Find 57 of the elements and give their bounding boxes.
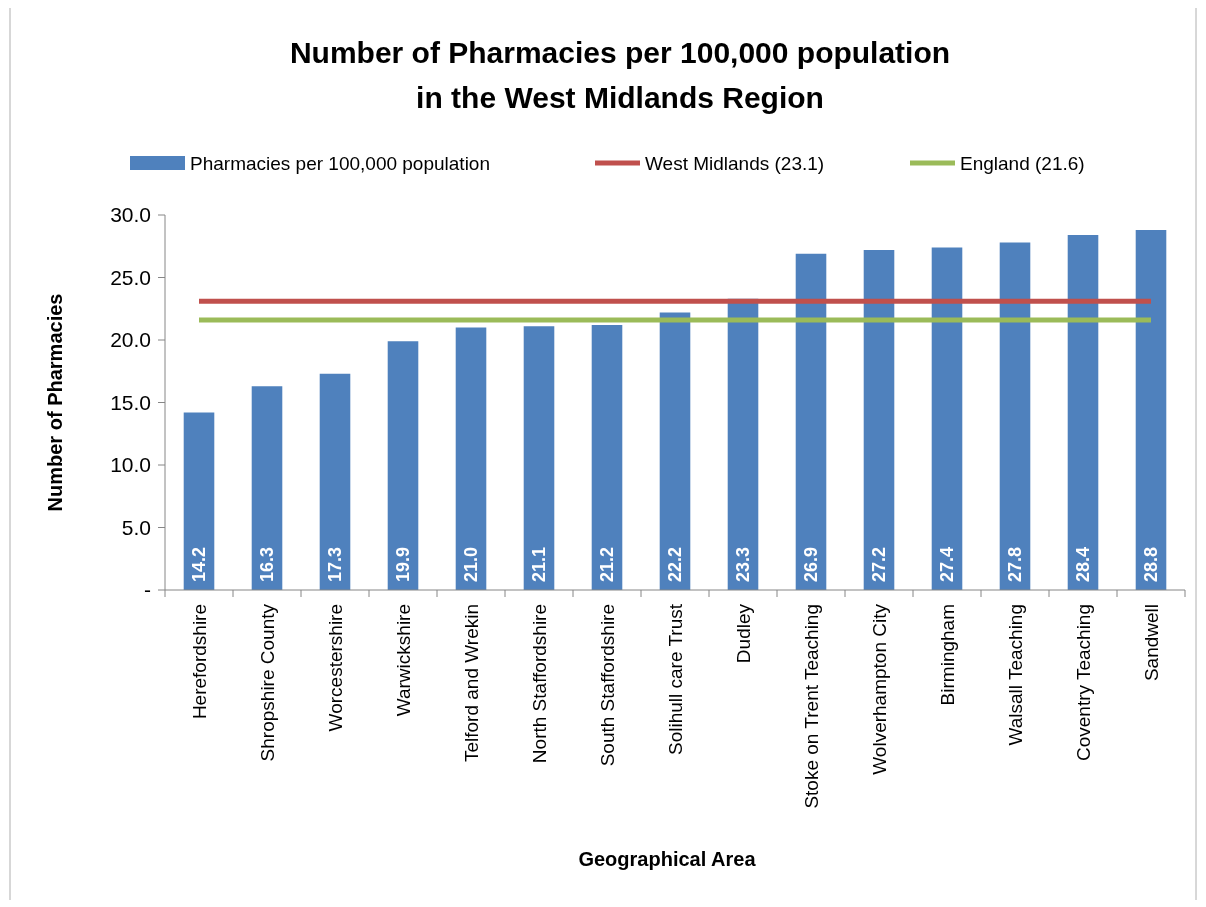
x-tick-label: South Staffordshire	[596, 604, 618, 767]
y-tick-label: 15.0	[110, 390, 151, 414]
data-label: 21.0	[461, 546, 482, 582]
data-label: 21.2	[597, 546, 618, 582]
y-tick-label: -	[144, 578, 151, 602]
y-tick-label: 20.0	[110, 328, 151, 352]
data-label: 26.9	[801, 546, 822, 582]
x-tick-label: Wolverhampton City	[868, 603, 890, 775]
data-label: 16.3	[257, 546, 278, 582]
y-axis-title: Number of Pharmacies	[44, 293, 66, 512]
bar	[1135, 230, 1167, 590]
bar	[251, 386, 283, 590]
bar	[999, 242, 1031, 590]
legend-label: West Midlands (23.1)	[645, 152, 825, 174]
bar	[387, 341, 419, 590]
data-label: 27.8	[1005, 546, 1026, 582]
y-tick-label: 10.0	[110, 453, 151, 477]
x-tick-label: Stoke on Trent Teaching	[800, 604, 822, 809]
data-label: 27.4	[937, 546, 958, 582]
x-tick-label: Worcestershire	[324, 604, 346, 732]
bar	[1067, 235, 1099, 590]
y-tick-label: 30.0	[110, 203, 151, 227]
data-label: 14.2	[189, 546, 210, 582]
data-label: 28.4	[1073, 546, 1094, 582]
bar	[863, 250, 895, 590]
bar	[455, 327, 487, 590]
bar	[183, 412, 215, 590]
bar	[523, 326, 555, 590]
data-label: 21.1	[529, 546, 550, 582]
data-label: 28.8	[1141, 546, 1162, 582]
x-tick-label: Birmingham	[936, 604, 958, 706]
y-tick-label: 25.0	[110, 265, 151, 289]
x-axis-title: Geographical Area	[578, 848, 757, 870]
x-tick-label: North Staffordshire	[528, 604, 550, 764]
x-tick-label: Coventry Teaching	[1072, 604, 1094, 762]
bar	[931, 247, 963, 590]
data-label: 19.9	[393, 546, 414, 582]
x-tick-label: Sandwell	[1140, 604, 1162, 682]
bar	[319, 373, 351, 590]
bar	[795, 253, 827, 590]
legend-label: England (21.6)	[960, 152, 1085, 174]
data-label: 17.3	[325, 546, 346, 582]
legend-label: Pharmacies per 100,000 population	[190, 152, 490, 174]
x-tick-label: Walsall Teaching	[1004, 604, 1026, 746]
x-tick-label: Dudley	[732, 603, 754, 664]
x-tick-label: Shropshire County	[256, 603, 278, 762]
data-label: 22.2	[665, 546, 686, 582]
x-tick-label: Warwickshire	[392, 604, 414, 717]
data-label: 27.2	[869, 546, 890, 582]
bar	[659, 312, 691, 590]
data-label: 23.3	[733, 546, 754, 582]
chart-title: Number of Pharmacies per 100,000 population in the West Midlands Region	[289, 36, 951, 114]
bar	[591, 325, 623, 590]
x-tick-label: Solihull care Trust	[664, 603, 686, 756]
y-tick-label: 5.0	[121, 515, 151, 539]
x-tick-label: Herefordshire	[188, 604, 210, 720]
x-tick-label: Telford and Wrekin	[460, 604, 482, 763]
